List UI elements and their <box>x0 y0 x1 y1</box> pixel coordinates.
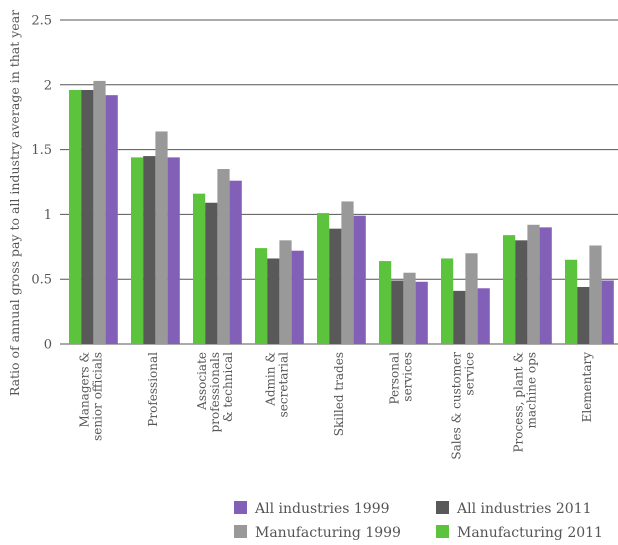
bar <box>527 224 540 344</box>
bar <box>279 240 292 344</box>
x-category-line: Personal <box>388 352 402 405</box>
x-category-line: Sales & customer <box>450 352 464 460</box>
x-category-label: Admin &secretarial <box>264 352 291 418</box>
bar <box>379 261 392 344</box>
bar <box>155 131 168 344</box>
y-tick-label: 0.5 <box>31 273 52 288</box>
y-tick-label: 0 <box>44 338 52 353</box>
bar <box>341 201 354 344</box>
legend: All industries 1999 All industries 2011 Ma… <box>234 501 603 541</box>
x-category-label: Associateprofessionals& technical <box>195 352 235 433</box>
bar <box>515 240 528 344</box>
legend-swatch <box>436 501 449 514</box>
bar <box>441 258 454 344</box>
y-tick-label: 1.5 <box>31 143 52 158</box>
bar <box>105 95 118 344</box>
x-category-label: Managers &senior officials <box>78 352 105 441</box>
bar <box>415 281 428 344</box>
x-category-line: & technical <box>221 352 235 422</box>
x-category-line: machine ops <box>525 352 539 429</box>
x-category-line: Elementary <box>580 352 594 423</box>
y-axis-title: Ratio of annual gross pay to all industr… <box>7 10 22 396</box>
x-category-line: Skilled trades <box>332 352 346 436</box>
bar <box>143 156 156 344</box>
y-tick-label: 1 <box>44 208 52 223</box>
legend-swatch <box>436 525 449 538</box>
bar <box>577 286 590 344</box>
legend-label: Manufacturing 1999 <box>255 525 401 541</box>
bar <box>167 157 180 344</box>
bar <box>291 250 304 344</box>
x-category-label: Sales & customerservice <box>450 352 477 460</box>
x-category-label: Process, plant &machine ops <box>512 352 539 453</box>
bar <box>131 157 144 344</box>
x-category-line: Admin & <box>264 352 278 407</box>
bar <box>465 253 478 344</box>
bar <box>229 180 242 344</box>
bar <box>353 215 366 344</box>
legend-swatch <box>234 525 247 538</box>
x-category-line: Process, plant & <box>512 352 526 453</box>
legend-label: All industries 1999 <box>254 501 390 517</box>
bar <box>255 248 268 344</box>
bar <box>317 213 330 344</box>
x-category-line: senior officials <box>91 352 105 441</box>
bar <box>329 228 342 344</box>
y-tick-label: 2 <box>44 78 52 93</box>
x-category-line: service <box>463 352 477 395</box>
bar <box>93 80 106 344</box>
legend-swatch <box>234 501 247 514</box>
x-category-label: Elementary <box>580 352 594 423</box>
x-category-label: Personalservices <box>388 352 415 405</box>
bars <box>69 80 614 344</box>
x-category-label: Professional <box>146 352 160 427</box>
x-category-line: Associate <box>195 352 209 411</box>
bar <box>403 272 416 344</box>
bar <box>391 280 404 344</box>
bar <box>503 235 516 344</box>
bar <box>565 259 578 344</box>
bar <box>205 202 218 344</box>
x-category-line: professionals <box>208 352 222 432</box>
bar <box>601 280 614 344</box>
bar <box>589 245 602 344</box>
bar <box>81 89 94 344</box>
legend-label: All industries 2011 <box>456 501 592 517</box>
x-category-line: services <box>401 352 415 402</box>
x-axis-labels: Managers &senior officials Professional As… <box>78 352 595 460</box>
bar <box>217 169 230 344</box>
bar <box>193 193 206 344</box>
x-category-line: Professional <box>146 352 160 427</box>
legend-label: Manufacturing 2011 <box>457 525 603 541</box>
bar <box>477 288 490 344</box>
x-category-label: Skilled trades <box>332 352 346 436</box>
y-tick-label: 2.5 <box>31 14 52 29</box>
x-category-line: secretarial <box>277 352 291 418</box>
x-category-line: Managers & <box>78 352 92 428</box>
y-axis-ticks: 0 0.5 1 1.5 2 2.5 <box>31 14 52 353</box>
bar <box>453 290 466 344</box>
bar <box>539 227 552 344</box>
bar <box>69 89 82 344</box>
bar <box>267 258 280 344</box>
